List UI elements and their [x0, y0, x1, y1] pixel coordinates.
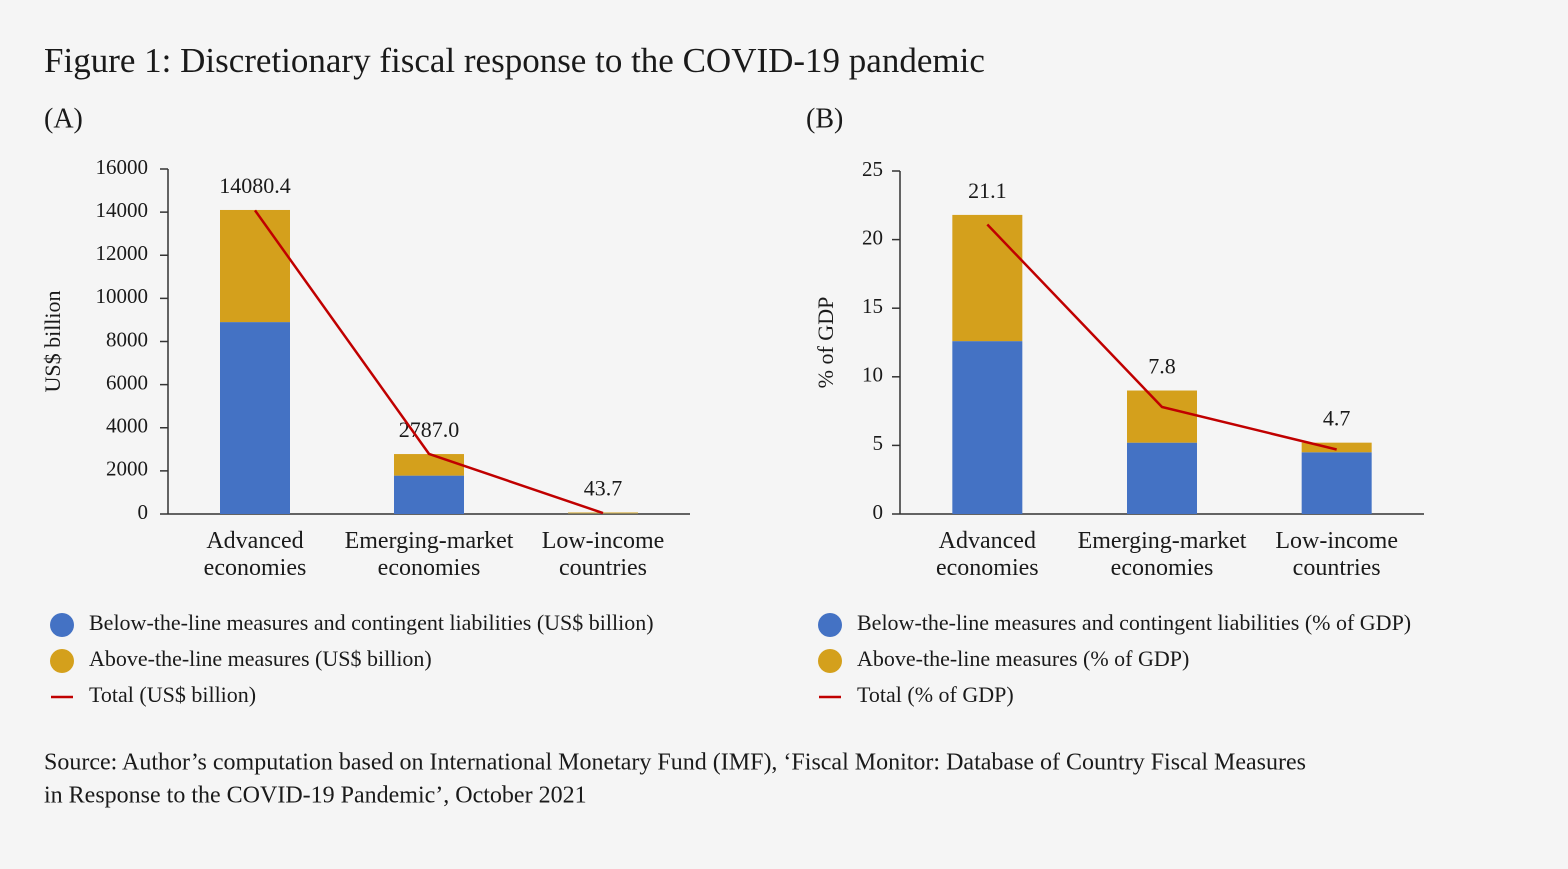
x-tick-label: Advanced economies	[936, 528, 1039, 581]
x-tick-label: Low-income countries	[1275, 528, 1398, 581]
value-label: 14080.4	[219, 173, 291, 198]
total-line	[986, 223, 1337, 451]
y-axis-label: US$ billion	[40, 290, 65, 392]
bar-segment	[1127, 390, 1197, 443]
legend-swatch	[50, 613, 74, 637]
y-tick-label: 16000	[96, 155, 149, 179]
value-label: 4.7	[1323, 406, 1351, 431]
bar-segment	[952, 341, 1023, 514]
x-tick-label-line: Advanced	[206, 528, 303, 554]
panel-label: (B)	[806, 103, 843, 134]
figure-title: Figure 1: Discretionary fiscal response …	[44, 41, 985, 80]
y-axis-label: % of GDP	[813, 297, 838, 389]
total-line	[253, 209, 604, 515]
x-tick-label-line: economies	[1111, 555, 1214, 581]
x-tick-label-line: countries	[559, 555, 647, 581]
bar-segment	[1301, 442, 1372, 453]
legend-label: Below-the-line measures and contingent l…	[89, 610, 654, 635]
legend-label: Total (% of GDP)	[857, 682, 1014, 707]
legend-swatch	[818, 613, 842, 637]
x-tick-label: Emerging-market economies	[1078, 528, 1247, 581]
y-tick-label: 5	[873, 431, 884, 455]
y-tick-label: 0	[873, 500, 884, 524]
x-tick-label-line: countries	[1293, 555, 1381, 581]
bar-segment	[394, 454, 464, 476]
x-tick-label-line: Advanced	[939, 528, 1036, 554]
legend-label: Total (US$ billion)	[89, 682, 256, 707]
y-tick-label: 20	[862, 225, 883, 249]
y-tick-label: 10	[862, 363, 883, 387]
bar-segment	[220, 209, 290, 323]
legend-swatch	[818, 649, 842, 673]
value-label: 7.8	[1148, 354, 1176, 379]
y-tick-label: 6000	[106, 370, 148, 394]
y-tick-label: 10000	[96, 284, 149, 308]
x-tick-label-line: economies	[936, 555, 1039, 581]
x-tick-label-line: Emerging-market	[1078, 528, 1247, 554]
x-tick-label-line: economies	[378, 555, 481, 581]
x-tick-label-line: Low-income	[1275, 528, 1398, 554]
legend-label: Above-the-line measures (% of GDP)	[857, 646, 1189, 671]
bar-segment	[952, 214, 1023, 342]
y-tick-label: 14000	[96, 198, 149, 222]
value-label: 21.1	[968, 178, 1007, 203]
y-tick-label: 12000	[96, 241, 149, 265]
value-label: 43.7	[584, 476, 623, 501]
y-tick-label: 2000	[106, 457, 148, 481]
y-tick-label: 15	[862, 294, 883, 318]
x-tick-label: Emerging-market economies	[345, 528, 514, 581]
bar-segment	[394, 475, 464, 514]
source-line: Source: Author’s computation based on In…	[44, 750, 1306, 776]
x-tick-label-line: Emerging-market	[345, 528, 514, 554]
value-label: 2787.0	[399, 417, 460, 442]
x-tick-label-line: Low-income	[542, 528, 665, 554]
x-tick-label-line: economies	[204, 555, 307, 581]
legend-label: Below-the-line measures and contingent l…	[857, 610, 1411, 635]
x-tick-label: Advanced economies	[204, 528, 307, 581]
y-tick-label: 8000	[106, 327, 148, 351]
source-line: in Response to the COVID-19 Pandemic’, O…	[44, 783, 587, 809]
bar-segment	[1127, 442, 1197, 514]
bar-segment	[220, 322, 290, 514]
y-tick-label: 4000	[106, 414, 148, 438]
panel-label: (A)	[44, 103, 83, 134]
legend-label: Above-the-line measures (US$ billion)	[89, 646, 432, 671]
y-tick-label: 25	[862, 157, 883, 181]
y-tick-label: 0	[138, 500, 149, 524]
bar-segment	[1301, 452, 1372, 514]
legend-swatch	[50, 649, 74, 673]
x-tick-label: Low-income countries	[542, 528, 665, 581]
